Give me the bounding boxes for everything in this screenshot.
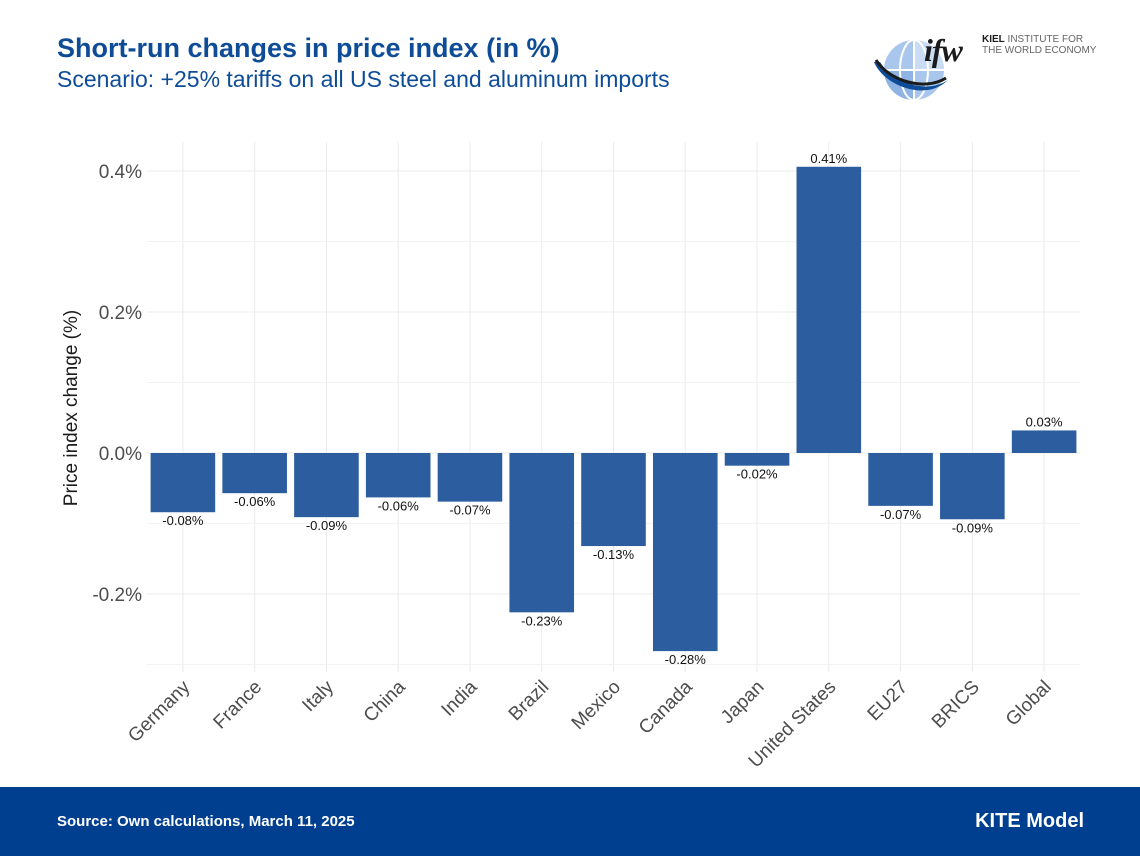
bar-value-label: 0.41% xyxy=(810,151,847,166)
bar-value-label: -0.28% xyxy=(665,652,707,667)
footer-bar: Source: Own calculations, March 11, 2025… xyxy=(0,787,1140,856)
grid-lines xyxy=(147,142,1080,672)
x-tick-label: Brazil xyxy=(505,677,553,725)
chart-title: Short-run changes in price index (in %) xyxy=(57,33,560,63)
x-tick-label: China xyxy=(360,676,410,726)
x-tick-label: Global xyxy=(1002,677,1056,731)
source-note: Source: Own calculations, March 11, 2025 xyxy=(57,813,355,830)
bar-germany xyxy=(150,453,216,513)
model-name: KITE Model xyxy=(975,810,1084,832)
bar-value-label: -0.23% xyxy=(521,613,563,628)
bar-value-label: -0.07% xyxy=(880,507,922,522)
institute-name: KIEL INSTITUTE FOR THE WORLD ECONOMY xyxy=(982,34,1096,56)
bar-value-label: -0.07% xyxy=(449,503,491,518)
bar-japan xyxy=(724,453,790,466)
bar-brics xyxy=(940,453,1005,520)
institute-name-line1: INSTITUTE FOR xyxy=(1004,34,1084,45)
bar-chart: -0.08% -0.06% -0.09% -0.06% -0.07% -0.23% -0.1… xyxy=(61,142,1080,772)
bar-india xyxy=(437,453,503,502)
bars xyxy=(150,166,1077,652)
y-tick-label: 0.2% xyxy=(99,303,142,324)
bar-value-label: -0.13% xyxy=(593,547,635,562)
x-tick-label: EU27 xyxy=(864,677,912,725)
x-tick-label: BRICS xyxy=(928,677,984,733)
y-axis-ticks: -0.2% 0.0% 0.2% 0.4% xyxy=(92,162,142,606)
bar-canada xyxy=(652,453,718,652)
y-axis-label: Price index change (%) xyxy=(61,310,82,506)
x-tick-label: Mexico xyxy=(568,677,625,734)
bar-value-label: -0.06% xyxy=(378,498,420,513)
bar-value-label: -0.02% xyxy=(736,467,778,482)
x-axis-ticks: Germany France Italy China India Brazil Mexico… xyxy=(124,676,1055,772)
x-tick-label: India xyxy=(438,676,482,720)
chart-subtitle: Scenario: +25% tariffs on all US steel a… xyxy=(57,66,670,92)
ifw-wordmark: ifw xyxy=(924,32,963,68)
bar-value-label: 0.03% xyxy=(1026,414,1063,429)
x-tick-label: Italy xyxy=(298,676,338,716)
bar-brazil xyxy=(509,453,575,613)
globe-icon xyxy=(874,39,948,101)
bar-italy xyxy=(294,453,359,518)
bar-mexico xyxy=(581,453,646,547)
y-tick-label: 0.0% xyxy=(99,444,142,465)
x-tick-label: Japan xyxy=(717,677,768,728)
bar-china xyxy=(365,453,431,498)
bar-value-label: -0.06% xyxy=(234,494,276,509)
institute-name-bold: KIEL xyxy=(982,34,1005,45)
bar-global xyxy=(1011,430,1077,453)
y-tick-label: -0.2% xyxy=(92,585,142,606)
bar-value-label: -0.09% xyxy=(306,518,348,533)
bar-value-label: -0.08% xyxy=(162,513,204,528)
bar-value-label: -0.09% xyxy=(952,520,994,535)
institute-name-line2: THE WORLD ECONOMY xyxy=(982,45,1097,56)
bar-france xyxy=(222,453,287,494)
x-tick-label: France xyxy=(210,677,267,734)
x-tick-label: Canada xyxy=(635,676,697,738)
x-tick-label: Germany xyxy=(124,676,194,746)
bar-value-labels: -0.08% -0.06% -0.09% -0.06% -0.07% -0.23% -0.1… xyxy=(162,151,1063,667)
ifw-logo: ifw KIEL INSTITUTE FOR THE WORLD ECONOMY xyxy=(870,22,1100,108)
bar-eu27 xyxy=(868,453,933,506)
bar-united-states xyxy=(796,166,862,453)
y-tick-label: 0.4% xyxy=(99,162,142,183)
